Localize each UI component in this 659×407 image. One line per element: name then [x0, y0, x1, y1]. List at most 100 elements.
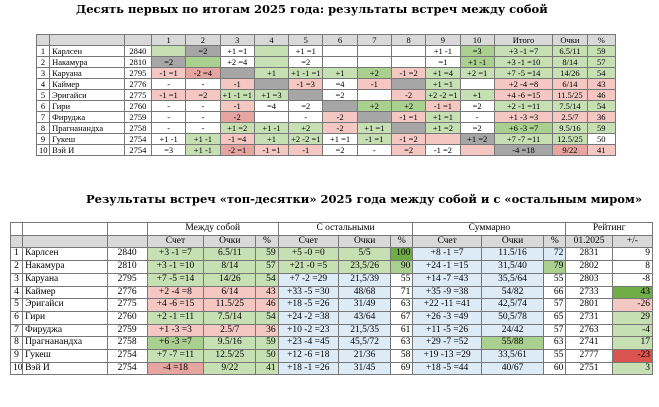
- stat-cell: +24 -2 =38: [277, 310, 339, 325]
- score-cell: +2 =4: [219, 56, 255, 68]
- stat-cell: +11 -5 =26: [412, 323, 482, 338]
- stat-cell: 21,5/39: [337, 272, 392, 287]
- score-cell: =2: [459, 100, 495, 112]
- table-row: 5 Эригайси 2775 -1 =1 =2 +1 -1 =1 +1 =3 =2 -2 +2 …: [35, 89, 617, 101]
- table-row: 5 Эригайси 2775 +4 -6 =15 11.5/25 46 +18 -5 =2…: [9, 298, 654, 312]
- player-rating: 2754: [106, 349, 148, 363]
- column-header: %: [586, 34, 617, 46]
- score-cell: -1 =2: [390, 133, 427, 145]
- player-name: Вэй И: [22, 361, 108, 376]
- stat-cell: 59: [255, 336, 279, 351]
- score-cell: =2: [322, 89, 358, 101]
- stat-cell: +12 -6 =18: [277, 349, 339, 363]
- stat-cell: +7 -5 =14: [146, 272, 205, 287]
- stat-cell: 2763: [565, 323, 613, 338]
- row-number: 4: [9, 285, 24, 300]
- head-to-head-table: 1 2 3 4 5 6 7 8 9 10 Итого Очки% 1 Карлсен 2840 =2 +1 =1…: [35, 34, 617, 156]
- stat-cell: 79: [543, 260, 567, 274]
- stat-cell: 55: [543, 349, 567, 363]
- score-cell: +1 =1: [219, 45, 255, 57]
- row-number: 9: [9, 349, 24, 363]
- score-cell: +2: [356, 100, 392, 112]
- score-cell: -: [185, 78, 221, 90]
- player-name: Накамура: [22, 260, 108, 274]
- score-cell: [356, 45, 392, 57]
- stat-cell: 17: [611, 336, 654, 351]
- stat-cell: -23: [611, 349, 654, 363]
- score-cell: 54: [586, 100, 617, 112]
- stat-cell: 100: [390, 247, 414, 262]
- stat-cell: 57: [255, 260, 279, 274]
- score-cell: +1 =3: [253, 89, 290, 101]
- stat-cell: 8/14: [203, 260, 257, 274]
- score-cell: [322, 100, 358, 112]
- score-cell: -2: [322, 122, 358, 134]
- stat-cell: 55: [390, 272, 414, 287]
- stat-cell: 21,5/35: [337, 323, 392, 338]
- score-cell: =2: [288, 100, 324, 112]
- table-row: 8 Прагнанандха 2758 +6 -3 =7 9.5/16 59 +23 -4 …: [9, 336, 654, 351]
- score-cell: +1 =2: [425, 122, 461, 134]
- score-cell: 11.5/25: [552, 89, 588, 101]
- stat-cell: 66: [543, 285, 567, 300]
- score-cell: =3: [150, 144, 187, 156]
- score-cell: +6 -3 =7: [493, 122, 554, 134]
- group-header: Между собой: [146, 222, 279, 236]
- stat-cell: +8 -1 =7: [412, 247, 482, 262]
- stat-cell: 90: [390, 260, 414, 274]
- player-rating: 2795: [106, 272, 148, 287]
- player-rating: 2760: [106, 310, 148, 325]
- stat-cell: 55/88: [480, 336, 545, 351]
- score-cell: 6.5/11: [552, 45, 588, 57]
- player-rating: 2758: [106, 336, 148, 351]
- stat-cell: 71: [390, 285, 414, 300]
- stat-cell: 35,5/64: [480, 272, 545, 287]
- player-rating: 2840: [123, 45, 152, 57]
- score-cell: +1 -1 =1: [288, 67, 324, 79]
- table-row: 2 Накамура 2810 +3 -1 =10 8/14 57 +21 -0 =5 23,…: [9, 260, 654, 274]
- player-name: Гири: [22, 310, 108, 325]
- row-number: 2: [9, 260, 24, 274]
- header-row: 1 2 3 4 5 6 7 8 9 10 Итого Очки%: [35, 34, 617, 46]
- player-name: Фируджа: [22, 323, 108, 338]
- stat-cell: 43: [255, 285, 279, 300]
- score-cell: =2: [390, 144, 427, 156]
- stat-cell: 55: [543, 272, 567, 287]
- score-cell: 36: [586, 111, 617, 123]
- stat-cell: 57: [543, 298, 567, 312]
- score-cell: +1 -1: [185, 133, 221, 145]
- column-header: 2: [185, 34, 221, 46]
- stat-cell: 2831: [565, 247, 613, 262]
- score-cell: +1 =4: [425, 67, 461, 79]
- column-header: 9: [425, 34, 461, 46]
- player-name: Гукеш: [49, 133, 125, 145]
- stat-cell: 54: [255, 310, 279, 325]
- score-cell: -2: [322, 111, 358, 123]
- score-cell: +1: [322, 67, 358, 79]
- player-rating: 2810: [123, 56, 152, 68]
- group-header: Рейтинг: [565, 222, 653, 236]
- score-cell: [425, 133, 461, 145]
- column-header: Очки: [203, 234, 257, 249]
- stat-cell: +2 -1 =11: [146, 310, 205, 325]
- stat-cell: 50,5/78: [480, 310, 545, 325]
- stat-cell: -26: [611, 298, 654, 312]
- summary-table: Между собой С остальными Суммарно Рейтинг Сч…: [9, 222, 654, 376]
- score-cell: [253, 111, 290, 123]
- score-cell: 59: [586, 122, 617, 134]
- score-cell: +2 -4 =8: [493, 78, 554, 90]
- stat-cell: 57: [543, 323, 567, 338]
- score-cell: +1: [459, 89, 495, 101]
- score-cell: +1 -3 =3: [493, 111, 554, 123]
- player-name: Эригайси: [22, 298, 108, 312]
- stat-cell: 60: [543, 361, 567, 376]
- header-blank: [106, 234, 148, 249]
- score-cell: +2: [288, 122, 324, 134]
- score-cell: [390, 122, 427, 134]
- header-blank: [22, 222, 108, 236]
- player-name: Накамура: [49, 56, 125, 68]
- player-rating: 2776: [123, 78, 152, 90]
- score-cell: 12.5/25: [552, 133, 588, 145]
- column-header: 4: [253, 34, 290, 46]
- stat-cell: 42,5/74: [480, 298, 545, 312]
